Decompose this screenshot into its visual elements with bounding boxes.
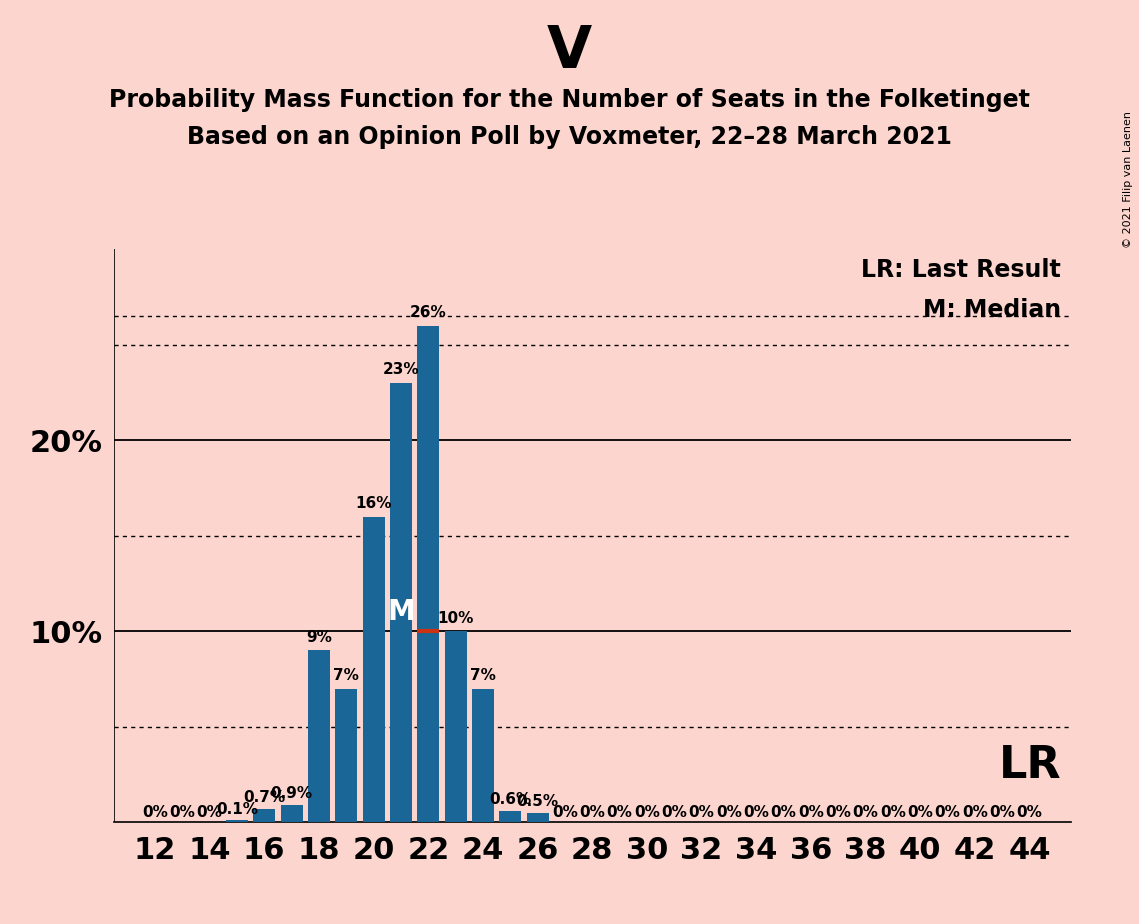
Bar — [308, 650, 330, 822]
Text: 0%: 0% — [142, 806, 167, 821]
Text: 23%: 23% — [383, 362, 419, 377]
Bar — [390, 383, 412, 822]
Text: 0.6%: 0.6% — [489, 792, 532, 807]
Text: 0%: 0% — [170, 806, 195, 821]
Text: M: Median: M: Median — [923, 298, 1062, 322]
Text: M: M — [387, 598, 415, 626]
Text: 0.7%: 0.7% — [244, 790, 285, 805]
Text: 9%: 9% — [306, 630, 331, 645]
Text: 7%: 7% — [334, 668, 359, 683]
Text: 0%: 0% — [826, 806, 851, 821]
Text: 0%: 0% — [798, 806, 823, 821]
Text: 0.1%: 0.1% — [216, 802, 257, 817]
Bar — [417, 326, 440, 822]
Text: 0%: 0% — [935, 806, 960, 821]
Bar — [362, 517, 385, 822]
Text: 0%: 0% — [580, 806, 605, 821]
Bar — [472, 688, 494, 822]
Bar — [280, 805, 303, 822]
Text: 0%: 0% — [771, 806, 796, 821]
Text: V: V — [547, 23, 592, 80]
Text: 7%: 7% — [470, 668, 495, 683]
Text: 0%: 0% — [962, 806, 988, 821]
Text: 0%: 0% — [197, 806, 222, 821]
Text: 0%: 0% — [1017, 806, 1042, 821]
Text: 0%: 0% — [662, 806, 687, 821]
Text: Based on an Opinion Poll by Voxmeter, 22–28 March 2021: Based on an Opinion Poll by Voxmeter, 22… — [187, 125, 952, 149]
Bar — [444, 631, 467, 822]
Text: 0%: 0% — [607, 806, 632, 821]
Text: 0%: 0% — [880, 806, 906, 821]
Text: 0%: 0% — [853, 806, 878, 821]
Text: 0%: 0% — [990, 806, 1015, 821]
Bar — [526, 813, 549, 822]
Text: 10%: 10% — [437, 611, 474, 626]
Text: 16%: 16% — [355, 496, 392, 511]
Bar — [499, 811, 522, 822]
Text: 0%: 0% — [634, 806, 659, 821]
Text: 0%: 0% — [689, 806, 714, 821]
Text: 0%: 0% — [908, 806, 933, 821]
Text: Probability Mass Function for the Number of Seats in the Folketinget: Probability Mass Function for the Number… — [109, 88, 1030, 112]
Bar — [253, 809, 276, 822]
Text: 0.9%: 0.9% — [271, 786, 312, 801]
Bar — [335, 688, 358, 822]
Text: 0%: 0% — [716, 806, 741, 821]
Bar — [226, 821, 248, 822]
Text: 0.5%: 0.5% — [517, 794, 558, 809]
Text: 0%: 0% — [552, 806, 577, 821]
Text: LR: Last Result: LR: Last Result — [861, 258, 1062, 282]
Text: © 2021 Filip van Laenen: © 2021 Filip van Laenen — [1123, 111, 1133, 248]
Text: 0%: 0% — [744, 806, 769, 821]
Text: LR: LR — [999, 744, 1062, 786]
Text: 26%: 26% — [410, 305, 446, 320]
